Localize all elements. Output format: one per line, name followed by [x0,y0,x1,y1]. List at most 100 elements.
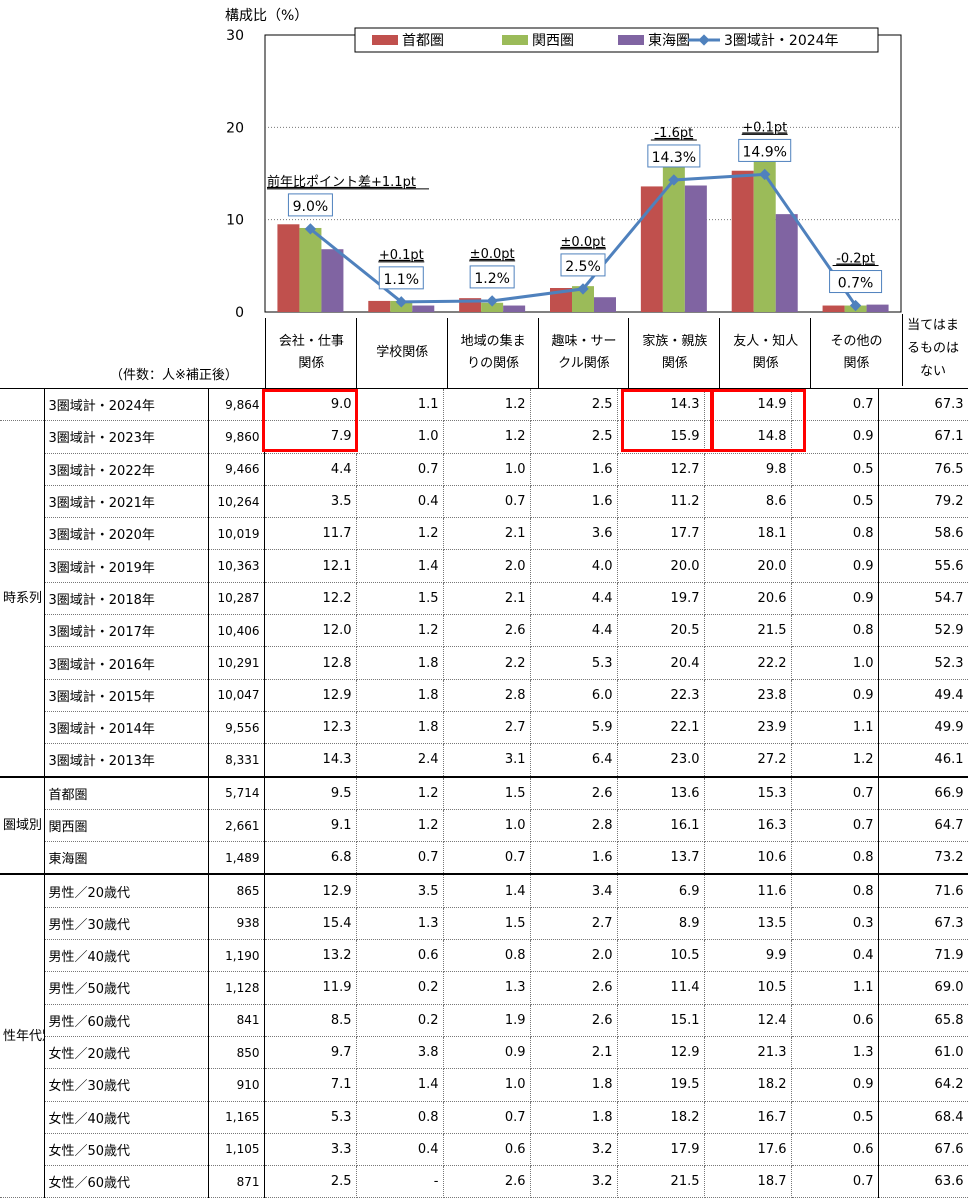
row-label: 3圏域計・2021年 [44,485,209,519]
legend-box [354,27,879,53]
row-label: 女性／60歳代 [44,1165,209,1198]
category-label-line: クル関係 [558,356,610,371]
group-label-char: 列 [29,590,43,606]
table-cell: 1.2 [791,743,879,778]
table-cell: 18.7 [704,1165,792,1198]
bar-kansai [299,227,322,312]
table-cell: 7.9 [264,420,357,454]
table-row: 3圏域計・2017年 10,406 12.0 1.2 2.6 4.4 20.5 21.5 0.8… [0,614,968,648]
table-cell: 14.3 [617,387,705,422]
table-cell: 52.9 [878,614,968,648]
table-cell: 68.4 [878,1101,968,1134]
y-tick-label: 20 [226,120,244,136]
group-label-char: 域 [16,818,30,833]
table-row: 3圏域計・2013年 8,331 14.3 2.4 3.1 6.4 23.0 27.2 1.2 4… [0,743,968,778]
row-label: 男性／60歳代 [44,1004,209,1037]
table-cell: 0.7 [356,841,444,875]
row-label: 男性／30歳代 [44,907,209,941]
table-cell: 20.6 [704,582,792,616]
table-cell: 13.5 [704,907,792,941]
table-cell: 1.8 [356,679,444,712]
category-label-line: 地域の集ま [460,334,526,349]
table-cell: 64.7 [878,809,968,843]
category-label-line: 会社・仕事 [278,334,344,349]
table-cell: 6.0 [530,679,618,712]
bar-tokai [412,305,435,312]
table-cell: 1.2 [356,809,444,843]
table-cell: 1.8 [530,1068,618,1102]
row-label: 3圏域計・2014年 [44,711,209,745]
category-label-line: 関係 [843,356,870,371]
table-cell: 11.7 [264,517,357,551]
table-cell: 55.6 [878,549,968,583]
table-cell: 8.9 [617,907,705,941]
y-tick-label: 10 [226,213,244,229]
table-cell: 69.0 [878,971,968,1005]
header-line: 当てはま [907,318,959,333]
table-cell: 1.5 [443,775,531,810]
table-cell: 6.9 [617,873,705,908]
row-count: 10,047 [208,679,265,712]
bar-tokai [594,297,616,312]
table-cell: 1.0 [356,420,444,454]
table-cell: 13.7 [617,841,705,875]
table-cell: 0.5 [791,1101,879,1134]
table-row: 女性／40歳代 1,165 5.3 0.8 0.7 1.8 18.2 16.7 0.5 68.4 [0,1101,968,1134]
table-cell: 71.6 [878,873,968,908]
data-label: 0.7% [838,276,874,292]
row-count: 10,363 [208,549,265,583]
table-cell: 4.4 [530,582,618,616]
table-cell: 0.9 [791,420,879,454]
table-cell: 0.6 [443,1133,531,1167]
category-label-line: 友人・知人 [733,334,799,349]
line-marker [577,283,589,295]
table-cell: 2.7 [443,711,531,745]
table-cell: 8.6 [704,485,792,519]
table-cell: 7.1 [264,1068,357,1102]
table-cell: 0.8 [356,1101,444,1134]
table-cell: 10.6 [704,841,792,875]
legend-label: 3圏域計・2024年 [724,33,839,49]
table-cell: 0.9 [791,679,879,712]
bar-shuto [640,186,663,312]
diff-label: ±0.0pt [561,235,606,250]
table-row: 男性／50歳代 1,128 11.9 0.2 1.3 2.6 11.4 10.5 1.1 69.0 [0,971,968,1005]
table-cell: 17.9 [617,1133,705,1167]
count-header: （件数：人※補正後） [110,368,238,383]
category-label-line: 家族・親族 [642,334,708,349]
table-cell: 0.3 [791,907,879,941]
table-cell: 1.0 [443,809,531,843]
row-label: 東海圏 [44,841,209,875]
table-cell: 1.6 [530,453,618,486]
diff-label: -1.6pt [654,126,693,141]
table-cell: 1.9 [443,1004,531,1037]
table-row: 性年代別男性／20歳代86512.93.51.43.46.911.60.871.… [0,873,968,1198]
table-cell: 13.6 [617,775,705,810]
line-marker [395,296,407,308]
table-cell: 2.6 [530,775,618,810]
row-label: 3圏域計・2015年 [44,679,209,712]
table-cell: 18.1 [704,517,792,551]
row-count: 10,264 [208,485,265,519]
table-cell: 18.2 [617,1101,705,1134]
table-row: 時系列 3圏域計・2023年 9,860 7.9 1.0 1.2 2.5 15.9 14.8 0.… [0,420,968,778]
table-cell: 12.9 [264,679,357,712]
table-cell: 20.0 [704,549,792,583]
table-cell: 9.0 [264,387,357,422]
data-label-box [738,138,792,162]
table-row: 女性／20歳代 850 9.7 3.8 0.9 2.1 12.9 21.3 1.3 61.0 [0,1036,968,1070]
table-cell: 0.5 [791,453,879,486]
table-cell: 0.7 [443,1101,531,1134]
row-count: 1,128 [208,971,265,1005]
table-cell: 3.3 [264,1133,357,1167]
row-count: 1,190 [208,939,265,973]
table-cell: 10.5 [617,939,705,973]
bar-tokai [321,249,344,312]
table-cell: 8.5 [264,1004,357,1037]
table-cell: 9.1 [264,809,357,843]
data-label-box [829,270,883,294]
table-row: 3圏域計・2016年 10,291 12.8 1.8 2.2 5.3 20.4 22.2 1.0… [0,646,968,680]
group-label-char: 圏 [3,818,17,833]
line-marker [759,168,771,181]
table-cell: 23.0 [617,743,705,778]
